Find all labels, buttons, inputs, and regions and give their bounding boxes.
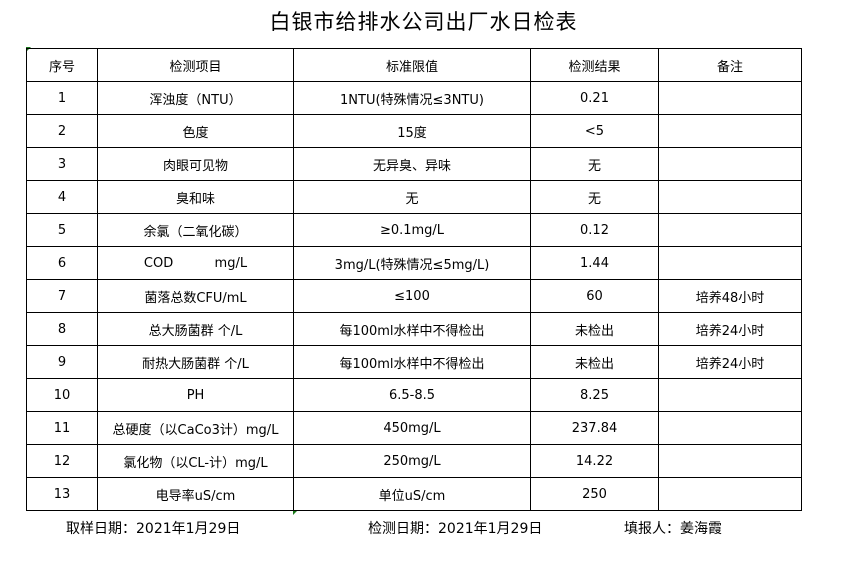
cell-item: 电导率uS/cm bbox=[97, 477, 294, 511]
cell-result: 1.44 bbox=[530, 246, 659, 280]
cell-result: 14.22 bbox=[530, 444, 659, 478]
cell-index: 12 bbox=[26, 444, 98, 478]
inspection-table: 序号 检测项目 标准限值 检测结果 备注 1 浑浊度（NTU） 1NTU(特殊情况≤… bbox=[26, 48, 802, 511]
cell-remark bbox=[658, 81, 802, 115]
cell-item: 肉眼可见物 bbox=[97, 147, 294, 181]
sampling-date: 取样日期：2021年1月29日 bbox=[66, 521, 241, 537]
cell-remark bbox=[658, 213, 802, 247]
cell-result: 0.21 bbox=[530, 81, 659, 115]
cell-result: 无 bbox=[530, 180, 659, 214]
cell-marker bbox=[293, 510, 298, 515]
cell-remark bbox=[658, 180, 802, 214]
cell-limit: 1NTU(特殊情况≤3NTU) bbox=[293, 81, 531, 115]
cell-index: 11 bbox=[26, 411, 98, 445]
cell-index: 10 bbox=[26, 378, 98, 412]
cell-limit: 3mg/L(特殊情况≤5mg/L) bbox=[293, 246, 531, 280]
table-row: 3 肉眼可见物 无异臭、异味无 bbox=[26, 147, 802, 181]
table-row: 5 余氯（二氧化碳） ≥0.1mg/L 0.12 bbox=[26, 213, 802, 247]
cell-limit: 每100ml水样中不得检出 bbox=[293, 312, 531, 346]
header-item: 检测项目 bbox=[97, 48, 294, 82]
table-row: 9 耐热大肠菌群 个/L 每100ml水样中不得检出 未检出 培养24小时 bbox=[26, 345, 802, 379]
cell-remark bbox=[658, 444, 802, 478]
table-row: 6 COD mg/L 3mg/L(特殊情况≤5mg/L) 1.44 bbox=[26, 246, 802, 280]
cell-limit: 无 bbox=[293, 180, 531, 214]
cell-item: 菌落总数CFU/mL bbox=[97, 279, 294, 313]
cell-limit: 无异臭、异味 bbox=[293, 147, 531, 181]
cell-result: 0.12 bbox=[530, 213, 659, 247]
header-limit: 标准限值 bbox=[293, 48, 531, 82]
cell-item: 氯化物（以CL-计）mg/L bbox=[97, 444, 294, 478]
header-result: 检测结果 bbox=[530, 48, 659, 82]
cell-index: 6 bbox=[26, 246, 98, 280]
cell-index: 3 bbox=[26, 147, 98, 181]
cell-index: 4 bbox=[26, 180, 98, 214]
cell-limit: 每100ml水样中不得检出 bbox=[293, 345, 531, 379]
table-row: 13 电导率uS/cm 单位uS/cm 250 bbox=[26, 477, 802, 511]
cell-result: 237.84 bbox=[530, 411, 659, 445]
cell-item: 臭和味 bbox=[97, 180, 294, 214]
table-row: 10 PH 6.5-8.5 8.25 bbox=[26, 378, 802, 412]
cell-result: <5 bbox=[530, 114, 659, 148]
cell-item: PH bbox=[97, 378, 294, 412]
cell-index: 7 bbox=[26, 279, 98, 313]
cell-limit: 6.5-8.5 bbox=[293, 378, 531, 412]
table-row: 8 总大肠菌群 个/L 每100ml水样中不得检出 未检出 培养24小时 bbox=[26, 312, 802, 346]
reporter: 填报人：姜海霞 bbox=[624, 521, 722, 537]
header-row: 序号 检测项目 标准限值 检测结果 备注 bbox=[26, 48, 802, 82]
cell-index: 8 bbox=[26, 312, 98, 346]
table-row: 12 氯化物（以CL-计）mg/L 250mg/L 14.22 bbox=[26, 444, 802, 478]
cell-index: 2 bbox=[26, 114, 98, 148]
cell-remark: 培养24小时 bbox=[658, 345, 802, 379]
cell-limit: ≤100 bbox=[293, 279, 531, 313]
cell-remark bbox=[658, 246, 802, 280]
cell-index: 9 bbox=[26, 345, 98, 379]
cell-limit: 单位uS/cm bbox=[293, 477, 531, 511]
cell-result: 60 bbox=[530, 279, 659, 313]
cell-result: 未检出 bbox=[530, 345, 659, 379]
cell-remark bbox=[658, 477, 802, 511]
cell-index: 13 bbox=[26, 477, 98, 511]
cell-result: 250 bbox=[530, 477, 659, 511]
cell-index: 5 bbox=[26, 213, 98, 247]
header-index: 序号 bbox=[26, 48, 98, 82]
cell-limit: ≥0.1mg/L bbox=[293, 213, 531, 247]
table-row: 1 浑浊度（NTU） 1NTU(特殊情况≤3NTU) 0.21 bbox=[26, 81, 802, 115]
cell-result: 未检出 bbox=[530, 312, 659, 346]
cell-result: 8.25 bbox=[530, 378, 659, 412]
cell-limit: 15度 bbox=[293, 114, 531, 148]
page-title: 白银市给排水公司出厂水日检表 bbox=[269, 10, 578, 34]
cell-item: COD mg/L bbox=[97, 246, 294, 280]
table-row: 7 菌落总数CFU/mL ≤100 60 培养48小时 bbox=[26, 279, 802, 313]
cell-item: 总大肠菌群 个/L bbox=[97, 312, 294, 346]
cell-remark: 培养48小时 bbox=[658, 279, 802, 313]
cell-remark bbox=[658, 411, 802, 445]
cell-limit: 450mg/L bbox=[293, 411, 531, 445]
cell-item: 色度 bbox=[97, 114, 294, 148]
table-row: 2 色度 15度 <5 bbox=[26, 114, 802, 148]
cell-item: 浑浊度（NTU） bbox=[97, 81, 294, 115]
cell-remark bbox=[658, 147, 802, 181]
cell-remark bbox=[658, 114, 802, 148]
cell-remark: 培养24小时 bbox=[658, 312, 802, 346]
cell-item: 总硬度（以CaCo3计）mg/L bbox=[97, 411, 294, 445]
cell-index: 1 bbox=[26, 81, 98, 115]
header-remark: 备注 bbox=[658, 48, 802, 82]
cell-item: 耐热大肠菌群 个/L bbox=[97, 345, 294, 379]
cell-result: 无 bbox=[530, 147, 659, 181]
test-date: 检测日期：2021年1月29日 bbox=[368, 521, 543, 537]
cell-item: 余氯（二氧化碳） bbox=[97, 213, 294, 247]
cell-limit: 250mg/L bbox=[293, 444, 531, 478]
cell-remark bbox=[658, 378, 802, 412]
table-row: 4 臭和味无无 bbox=[26, 180, 802, 214]
table-row: 11 总硬度（以CaCo3计）mg/L 450mg/L 237.84 bbox=[26, 411, 802, 445]
